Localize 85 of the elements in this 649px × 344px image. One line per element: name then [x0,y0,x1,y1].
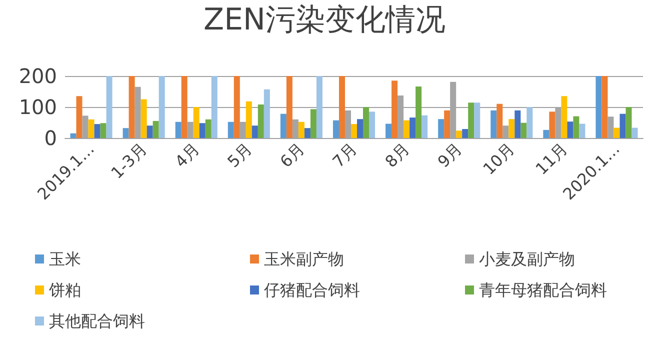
bar [152,120,159,138]
bar [76,96,82,138]
bar [474,102,480,138]
bar [246,101,252,138]
bar [316,76,322,138]
bar [158,76,165,138]
bar [100,123,106,138]
legend-label: 其他配合饲料 [49,312,145,330]
bar [175,122,182,138]
x-tick-label: 4月 [171,139,204,172]
bar [94,124,100,138]
bar [199,123,206,138]
bar [211,76,218,138]
bar [350,124,358,138]
x-tick-label: 10月 [479,139,518,178]
bar [520,122,527,138]
bar [258,104,264,138]
bar [543,130,550,138]
bar [357,119,364,138]
bar [122,128,129,138]
bar [410,118,416,138]
bar [205,119,212,138]
bar [181,76,188,138]
bar [614,128,620,138]
bar [286,76,292,138]
bar [514,110,521,138]
bar [70,133,76,138]
bar [526,107,533,138]
x-tick-label: 9月 [434,139,466,172]
bar [298,122,304,138]
bar [146,126,153,138]
bar [508,119,515,138]
bar [632,128,638,138]
bar [496,104,503,138]
bar [280,114,286,138]
bar [468,102,474,138]
bar [252,126,258,138]
legend-label: 饼粕 [48,280,81,300]
x-tick-label: 6月 [276,139,308,172]
bar [456,130,462,138]
bar [549,112,556,138]
bar [490,110,497,138]
bar [462,129,468,138]
bar [369,112,376,138]
y-tick-label: 0 [44,126,57,150]
bar [422,115,428,138]
y-tick-label: 100 [18,95,57,119]
bar [140,99,147,138]
x-tick-label: 5月 [224,139,256,172]
x-tick-label: 1-3月 [107,139,151,182]
bar [444,110,450,138]
bar [88,119,94,138]
bar [416,86,422,138]
y-tick-label: 200 [18,64,57,88]
bar [332,120,339,138]
legend-label: 小麦及副产物 [479,250,575,268]
bar [567,122,574,138]
bar [228,122,234,138]
bar [626,107,632,138]
bar [106,76,112,138]
x-tick-label: 7月 [328,139,361,172]
legend-label: 仔猪配合饲料 [264,280,360,300]
bar [620,114,626,138]
bar [338,76,345,138]
bar [438,119,444,138]
bar [579,124,586,138]
bar [561,96,568,138]
bar [193,107,200,138]
legend-label: 玉米 [49,250,81,268]
bar [264,89,270,138]
legend-label: 青年母猪配合饲料 [479,280,607,300]
bar [602,76,608,138]
bar [573,116,580,138]
bar [128,76,135,138]
bar [234,76,240,138]
chart-title: ZEN污染变化情况 [204,2,446,38]
x-tick-label: 8月 [381,139,414,172]
bar [404,120,410,138]
bar [386,124,392,138]
bar [304,128,310,138]
bar [392,80,398,138]
bar [596,76,602,138]
bar [363,107,370,138]
bar [310,109,316,138]
legend-label: 玉米副产物 [264,250,344,268]
